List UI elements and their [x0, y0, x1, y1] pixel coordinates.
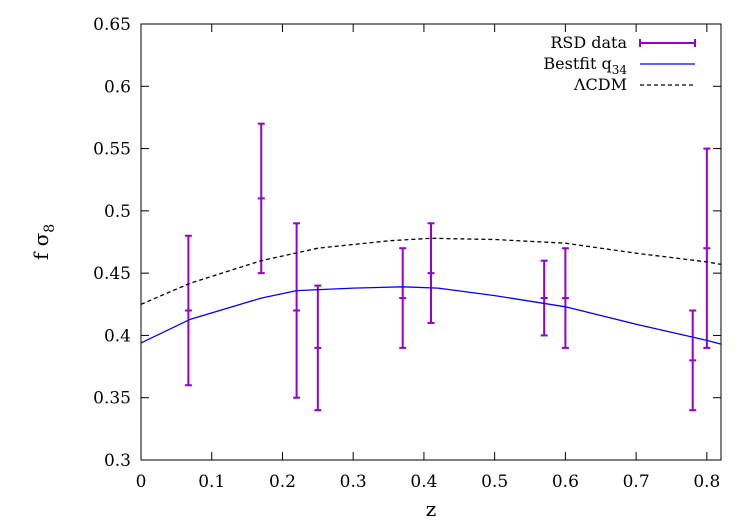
bestfit-line	[140, 286, 722, 345]
x-tick-label-4: 0.4	[410, 472, 437, 492]
legend-label-2: ΛCDM	[573, 75, 627, 94]
y-tick-label-5: 0.55	[93, 140, 131, 160]
y-axis-label: f σ8	[29, 224, 58, 260]
legend-entry-1: Bestfit q34	[543, 54, 695, 77]
legend-label-text-0: RSD data	[550, 33, 627, 52]
x-tick-label-2: 0.2	[269, 472, 296, 492]
y-tick-label-0: 0.3	[104, 451, 131, 471]
data-point-5	[427, 222, 435, 324]
y-tick-label-1: 0.35	[93, 389, 131, 409]
y-tick-label-6: 0.6	[104, 77, 131, 97]
legend-entry-2: ΛCDM	[573, 75, 695, 94]
data-point-4	[399, 247, 407, 349]
y-tick-label-2: 0.4	[104, 326, 131, 346]
y-tick-label-7: 0.65	[93, 15, 131, 35]
series-layer	[140, 122, 722, 412]
legend-label-text-1: Bestfit q	[543, 54, 611, 73]
x-tick-label-1: 0.1	[198, 472, 225, 492]
data-point-0	[184, 234, 192, 387]
x-tick-label-3: 0.3	[340, 472, 367, 492]
y-tick-label-4: 0.5	[104, 202, 131, 222]
data-point-3	[314, 284, 322, 412]
y-axis-label-main: f σ	[29, 232, 53, 260]
ticks-group: 0 0.1 0.2 0.3 0.4 0.5 0.6 0.7 0.8 0.3 0.35 0.4 0.45 0…	[93, 15, 721, 492]
legend-label-0: RSD data	[550, 33, 627, 52]
x-tick-label-0: 0	[136, 472, 147, 492]
data-point-1	[257, 122, 265, 275]
data-point-8	[689, 309, 697, 412]
plot-frame	[140, 23, 722, 461]
x-tick-label-8: 0.8	[693, 472, 720, 492]
data-point-7	[561, 247, 569, 349]
data-point-9	[703, 147, 711, 349]
data-point-6	[540, 259, 548, 337]
x-tick-label-7: 0.7	[623, 472, 650, 492]
legend-label-sub-1: 34	[612, 63, 628, 77]
legend-label-text-2: ΛCDM	[573, 75, 627, 94]
legend-label-1: Bestfit q34	[543, 54, 627, 77]
y-tick-label-3: 0.45	[93, 264, 131, 284]
legend-entry-0: RSD data	[550, 33, 696, 52]
y-axis-label-sub: 8	[42, 224, 58, 233]
x-tick-label-5: 0.5	[481, 472, 508, 492]
x-axis-label: z	[426, 497, 437, 521]
data-point-2	[293, 222, 301, 399]
x-tick-label-6: 0.6	[552, 472, 579, 492]
